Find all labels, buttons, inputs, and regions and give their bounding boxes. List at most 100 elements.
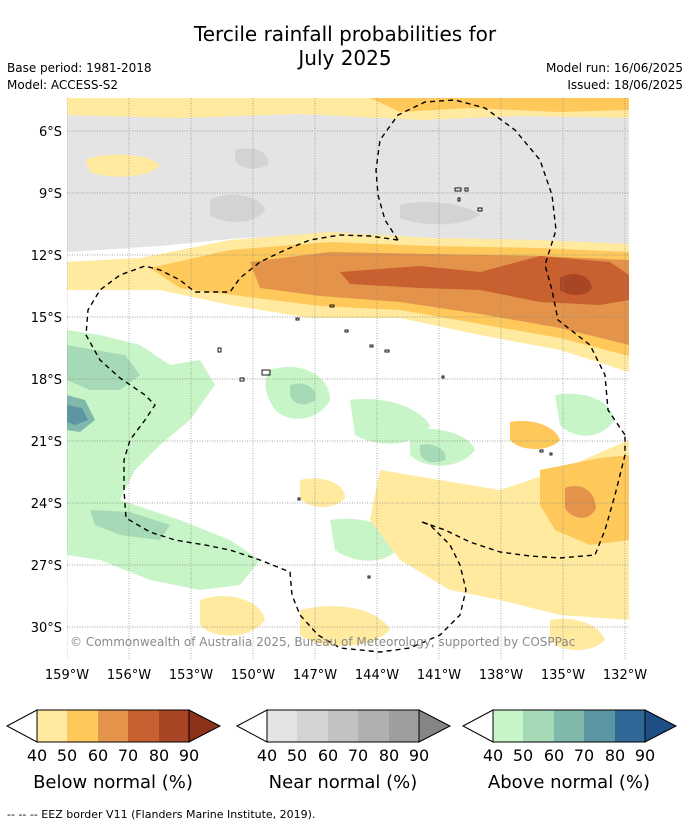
legend-near-tick-60: 60 xyxy=(318,746,338,765)
island-pitcairn-2 xyxy=(549,452,553,456)
legend-above-title: Above normal (%) xyxy=(488,772,650,793)
lon-label-135w: 135°W xyxy=(541,668,585,683)
island-society-1 xyxy=(261,369,271,376)
legend-near-swatch-3 xyxy=(328,710,358,742)
lon-label-156w: 156°W xyxy=(107,668,151,683)
legend-below-tick-40: 40 xyxy=(27,746,47,765)
model-name: Model: ACCESS-S2 xyxy=(7,78,119,92)
lon-label-138w: 138°W xyxy=(479,668,523,683)
legend-above-tick-90: 90 xyxy=(635,746,655,765)
above-normal-central-patch-dark xyxy=(290,383,316,405)
legend-below-swatch-2 xyxy=(67,710,98,742)
legend-near-tick-90: 90 xyxy=(409,746,429,765)
near-normal-north-region xyxy=(67,112,629,252)
island-tuamotu-1 xyxy=(295,317,300,321)
legend-below-tick-80: 80 xyxy=(149,746,169,765)
latitude-labels: 6°S 9°S 12°S 15°S 18°S 21°S 24°S 27°S 30… xyxy=(31,125,62,636)
legend-above-low-arrow xyxy=(461,709,494,743)
legend-near-tick-40: 40 xyxy=(257,746,277,765)
lat-label-24s: 24°S xyxy=(31,497,62,512)
legend-above-tick-80: 80 xyxy=(605,746,625,765)
legend-near-tick-50: 50 xyxy=(287,746,307,765)
legend-above-frame xyxy=(492,709,646,743)
graticule xyxy=(67,98,629,660)
legend-above-high-arrow xyxy=(644,709,678,743)
lat-label-6s: 6°S xyxy=(39,125,62,140)
longitude-labels: 159°W 156°W 153°W 150°W 147°W 144°W 141°… xyxy=(45,668,647,683)
legend-near-swatch-5 xyxy=(389,710,419,742)
island-austral-1 xyxy=(367,575,371,579)
above-normal-southwest-region-50 xyxy=(90,510,170,540)
lon-label-159w: 159°W xyxy=(45,668,89,683)
island-society-2 xyxy=(239,377,245,382)
lat-label-27s: 27°S xyxy=(31,559,62,574)
legend-below-swatch-5 xyxy=(159,710,189,742)
model-run: Model run: 16/06/2025 xyxy=(545,61,683,75)
eez-borders xyxy=(85,99,626,653)
map-panel xyxy=(67,98,629,660)
legend-below-frame xyxy=(36,709,190,743)
legend-above-tick-70: 70 xyxy=(574,746,594,765)
island-tuamotu-4 xyxy=(369,344,374,348)
island-marquesas-1 xyxy=(454,187,462,192)
island-tuamotu-3 xyxy=(344,329,349,333)
legend-above-tick-50: 50 xyxy=(513,746,533,765)
legend-above-swatch-1 xyxy=(493,710,523,742)
island-pitcairn-1 xyxy=(539,449,544,453)
island-tuamotu-2 xyxy=(329,304,335,308)
below-normal-south-patch-2 xyxy=(300,606,390,646)
legend-near-normal: 40 50 60 70 80 90 Near normal (%) xyxy=(235,709,452,793)
legend-above-swatch-5 xyxy=(615,710,645,742)
legend-below-swatch-1 xyxy=(37,710,67,742)
legend-below-high-arrow xyxy=(188,709,222,743)
below-normal-north-patch xyxy=(85,154,160,177)
legend-below-tick-90: 90 xyxy=(179,746,199,765)
legend-below-swatch-4 xyxy=(128,710,159,742)
legend-above-swatch-4 xyxy=(584,710,615,742)
legend-above-swatch-3 xyxy=(554,710,584,742)
above-normal-west-patch-70 xyxy=(67,405,88,425)
lon-label-141w: 141°W xyxy=(417,668,461,683)
lat-label-18s: 18°S xyxy=(31,373,62,388)
title-line-1: Tercile rainfall probabilities for xyxy=(193,22,497,46)
below-normal-band-70 xyxy=(340,256,629,305)
legend-near-frame xyxy=(266,709,420,743)
island-tuamotu-5 xyxy=(384,349,390,353)
island-marquesas-4 xyxy=(457,197,461,202)
eez-border-central xyxy=(85,234,467,653)
lon-label-147w: 147°W xyxy=(293,668,337,683)
legend-near-tick-70: 70 xyxy=(348,746,368,765)
islands xyxy=(217,187,553,579)
lon-label-144w: 144°W xyxy=(355,668,399,683)
issued-date: Issued: 18/06/2025 xyxy=(567,78,683,92)
lat-label-15s: 15°S xyxy=(31,311,62,326)
meta-right: Model run: 16/06/2025 Issued: 18/06/2025 xyxy=(546,60,683,94)
island-marquesas-2 xyxy=(464,187,469,192)
eez-border-southeast xyxy=(421,435,626,559)
base-period: Base period: 1981-2018 xyxy=(7,61,152,75)
map-title: Tercile rainfall probabilities for July … xyxy=(0,22,690,70)
legend-near-tick-80: 80 xyxy=(379,746,399,765)
lon-label-150w: 150°W xyxy=(231,668,275,683)
legend-below-tick-50: 50 xyxy=(57,746,77,765)
legend-near-swatch-2 xyxy=(297,710,328,742)
below-normal-south-patch xyxy=(200,596,265,636)
eez-border-north xyxy=(375,99,626,436)
copyright-text: © Commonwealth of Australia 2025, Bureau… xyxy=(70,635,575,649)
below-normal-east-patch xyxy=(510,420,560,449)
legend-above-normal: 40 50 60 70 80 90 Above normal (%) xyxy=(461,709,678,793)
eez-border-footnote: -- -- -- EEZ border V11 (Flanders Marine… xyxy=(7,808,316,821)
title-line-2: July 2025 xyxy=(298,46,392,70)
legend-above-swatch-2 xyxy=(523,710,554,742)
lat-label-30s: 30°S xyxy=(31,621,62,636)
lon-label-153w: 153°W xyxy=(169,668,213,683)
legend-near-title: Near normal (%) xyxy=(269,772,418,793)
legend-above-tick-60: 60 xyxy=(544,746,564,765)
island-gambier xyxy=(441,375,445,379)
legend-below-swatch-3 xyxy=(98,710,128,742)
legend-below-tick-60: 60 xyxy=(88,746,108,765)
near-normal-darker-patch-2 xyxy=(400,202,480,225)
legend-below-tick-70: 70 xyxy=(118,746,138,765)
meta-left: Base period: 1981-2018 Model: ACCESS-S2 xyxy=(7,60,152,94)
